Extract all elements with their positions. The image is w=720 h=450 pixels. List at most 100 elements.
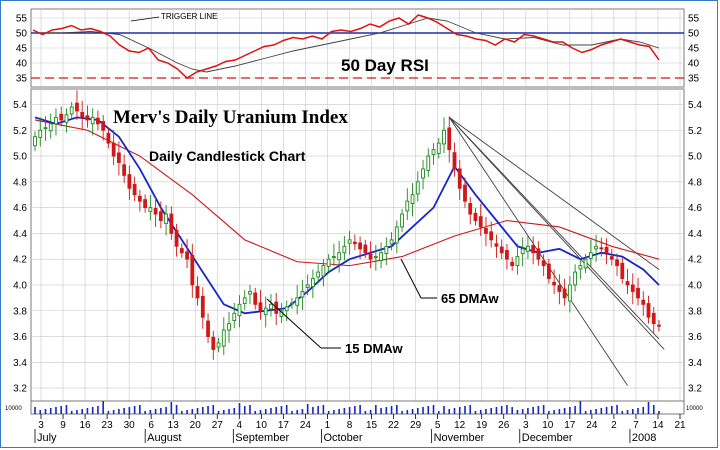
price-tick-label: 5.4: [688, 100, 702, 111]
price-tick-label: 3.8: [688, 306, 702, 317]
ma15-pointer: [266, 298, 322, 349]
candle-body: [174, 229, 179, 247]
candle-body: [536, 248, 541, 260]
price-tick-label: 3.2: [13, 384, 27, 395]
volume-bar: [437, 411, 440, 414]
volume-bar: [312, 407, 314, 414]
volume-bar: [658, 411, 660, 414]
candle-body: [373, 256, 378, 259]
volume-bar: [233, 408, 236, 414]
volume-bar: [170, 402, 173, 414]
price-tick-label: 4.2: [688, 255, 702, 266]
candle-body: [594, 245, 598, 250]
candle-body: [248, 290, 252, 295]
candle-body: [347, 239, 352, 244]
candle-body: [64, 114, 69, 123]
volume-bar: [542, 405, 545, 414]
volume-bar: [275, 407, 278, 414]
volume-bar: [65, 405, 68, 414]
volume-bar: [97, 406, 99, 414]
price-tick-label: 4.4: [688, 229, 702, 240]
candle-body: [494, 243, 499, 247]
candle-body: [463, 184, 467, 202]
volume-bar: [626, 410, 629, 414]
ma65-line: [34, 119, 660, 267]
candle-body: [657, 324, 661, 327]
candle-body: [143, 199, 148, 209]
month-label: July: [37, 432, 57, 444]
x-tick-label: 1: [325, 420, 331, 431]
x-tick-label: 8: [347, 420, 353, 431]
candle-body: [200, 295, 205, 318]
volume-bar: [123, 408, 125, 414]
price-tick-label: 3.4: [13, 358, 27, 369]
chart-title: Merv's Daily Uranium Index: [113, 107, 348, 128]
rsi-tick-label: 40: [16, 59, 28, 70]
price-tick-label: 4.0: [13, 280, 27, 291]
price-tick-label: 4.6: [688, 203, 702, 214]
candle-body: [400, 213, 404, 228]
volume-bar: [107, 411, 110, 414]
x-tick-label: 12: [454, 420, 466, 431]
volume-bar: [86, 408, 89, 414]
volume-bar: [574, 406, 576, 414]
candle-body: [216, 342, 221, 348]
candle-body: [651, 312, 656, 325]
volume-bar: [322, 405, 325, 414]
volume-bar: [652, 405, 655, 414]
volume-bar: [343, 408, 346, 414]
volume-bar: [39, 410, 42, 414]
x-tick-label: 13: [168, 420, 180, 431]
volume-bar: [506, 405, 508, 414]
volume-bar: [81, 409, 83, 414]
volume-bar: [532, 407, 534, 414]
volume-bar: [458, 407, 461, 414]
x-tick-label: 10: [542, 420, 554, 431]
volume-bar: [411, 409, 414, 414]
month-label: December: [522, 432, 573, 444]
volume-bar: [569, 407, 571, 414]
volume-bar: [333, 410, 335, 414]
price-panel-frame: [30, 88, 685, 402]
candle-body: [232, 312, 237, 322]
volume-bar: [285, 405, 288, 414]
candle-body: [337, 252, 342, 261]
x-tick-label: 6: [148, 420, 154, 431]
candle-body: [599, 247, 604, 250]
candle-body: [190, 254, 195, 286]
rsi-tick-label: 50: [688, 29, 700, 40]
candle-body: [59, 113, 64, 121]
candle-body: [415, 181, 420, 195]
candle-body: [69, 106, 74, 115]
volume-bar: [490, 408, 493, 414]
volume-bar: [495, 407, 498, 414]
x-tick-label: 9: [60, 420, 66, 431]
volume-bar: [212, 405, 215, 414]
x-tick-label: 24: [586, 420, 598, 431]
month-label: 2008: [632, 432, 656, 444]
volume-bar: [338, 409, 340, 414]
volume-bar: [611, 406, 613, 414]
volume-bar: [181, 411, 183, 414]
volume-bar: [222, 410, 225, 414]
candle-body: [473, 212, 478, 221]
volume-bar: [301, 409, 304, 414]
candle-body: [578, 265, 583, 270]
candle-body: [258, 302, 263, 312]
x-tick-label: 26: [498, 420, 510, 431]
price-tick-label: 4.4: [13, 229, 27, 240]
candle-body: [158, 211, 163, 221]
month-label: November: [434, 432, 485, 444]
candlesticks: [33, 90, 661, 360]
rsi-tick-label: 45: [16, 44, 28, 55]
candle-body: [326, 258, 331, 267]
candle-body: [541, 260, 546, 267]
price-tick-label: 3.8: [13, 306, 27, 317]
volume-bar: [133, 406, 136, 414]
trend-line: [448, 116, 660, 270]
x-tick-label: 3: [38, 420, 44, 431]
candle-body: [457, 168, 462, 189]
candle-body: [316, 271, 321, 278]
candle-body: [331, 256, 336, 259]
x-tick-label: 3: [523, 420, 529, 431]
